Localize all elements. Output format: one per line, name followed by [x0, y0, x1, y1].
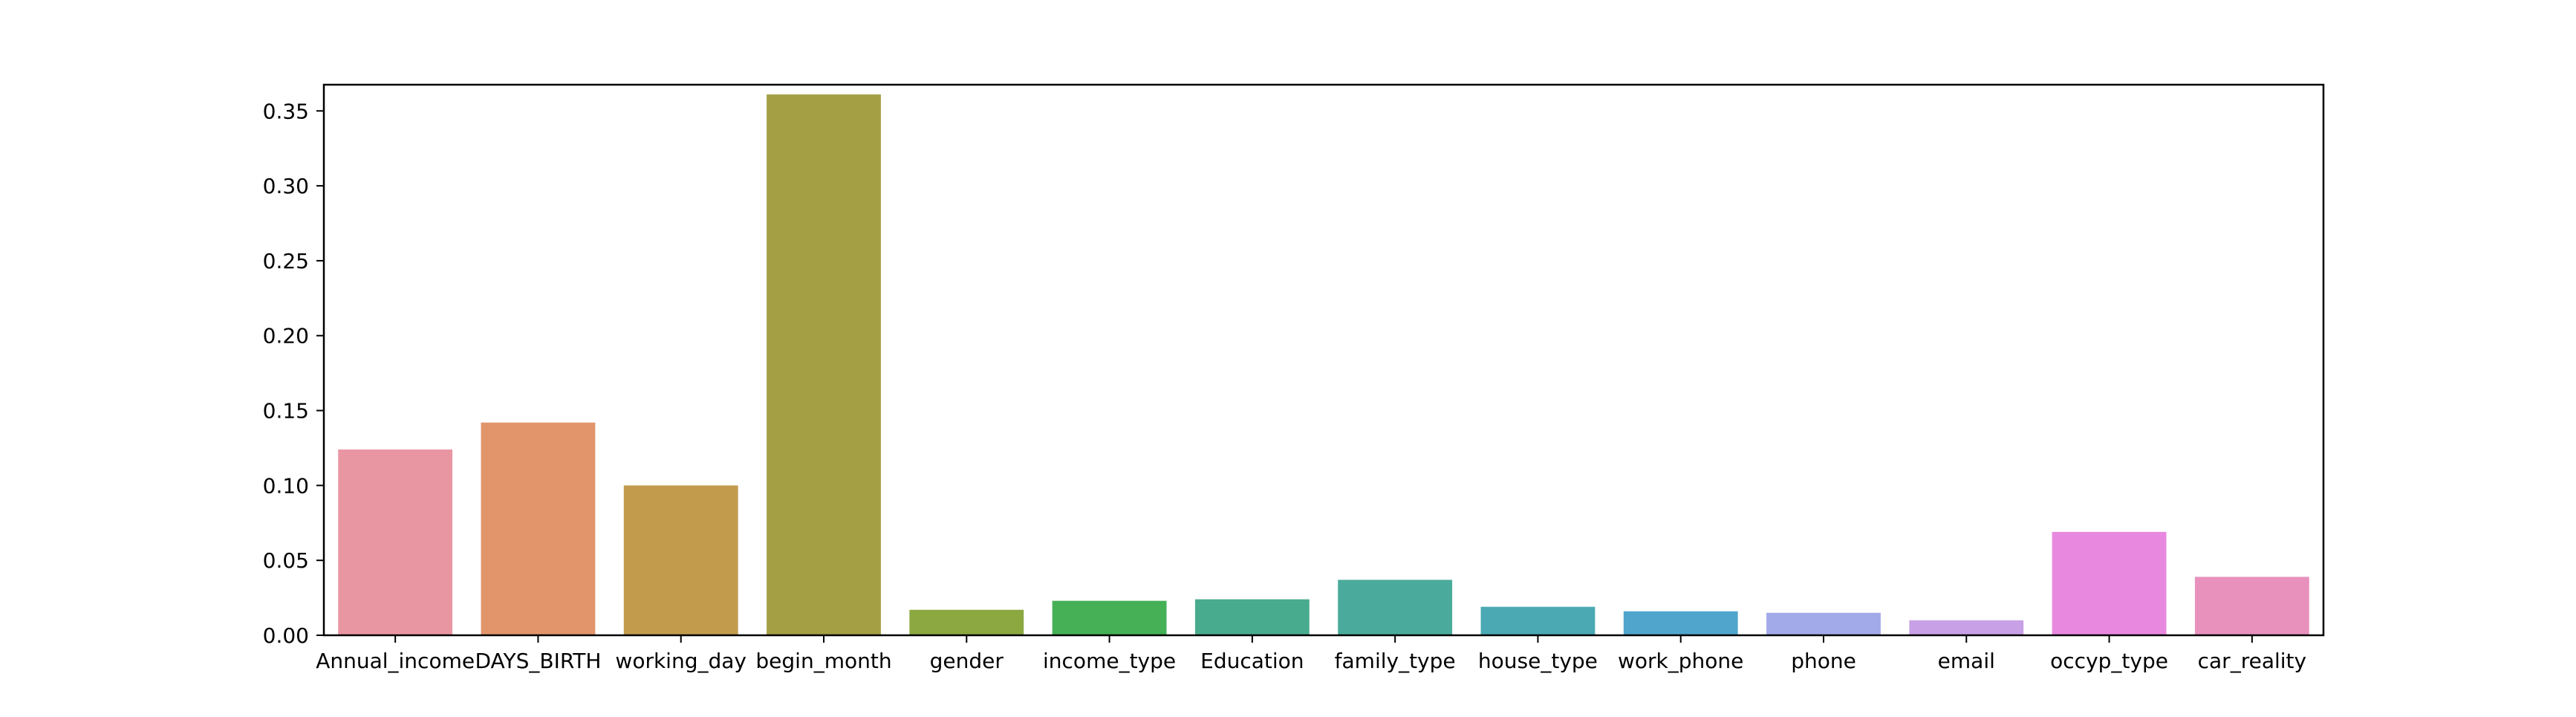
y-tick-label: 0.05 [263, 548, 309, 573]
y-tick-label: 0.25 [263, 249, 309, 273]
x-tick-label: Education [1200, 649, 1304, 673]
x-tick-label: DAYS_BIRTH [475, 649, 601, 673]
y-tick-label: 0.10 [263, 473, 309, 498]
x-tick-label: email [1938, 649, 1995, 673]
bars-layer [338, 94, 2309, 635]
bar-house_type [1480, 606, 1596, 635]
y-tick-label: 0.30 [263, 174, 309, 198]
x-tick-label: family_type [1335, 649, 1456, 673]
plot-frame [322, 83, 2325, 637]
x-tick-label: house_type [1478, 649, 1598, 673]
bar-Annual_income [338, 449, 453, 635]
y-tick-label: 0.15 [263, 399, 309, 424]
bar-gender [909, 609, 1024, 635]
bar-occyp_type [2052, 531, 2167, 635]
bar-family_type [1338, 580, 1453, 635]
x-tick-label: gender [930, 649, 1004, 673]
x-tick-label: Annual_income [316, 649, 475, 673]
bar-email [1909, 620, 2024, 635]
bar-begin_month [767, 94, 881, 635]
x-tick-label: car_reality [2198, 649, 2306, 673]
x-tick-label: occyp_type [2050, 649, 2168, 673]
bar-working_day [623, 485, 738, 635]
bar-Education [1194, 599, 1310, 635]
x-axis: Annual_income DAYS_BIRTH working_day begin_… [316, 635, 2306, 673]
x-tick-label: work_phone [1618, 649, 1743, 673]
bar-phone [1766, 612, 1881, 635]
x-tick-label: phone [1791, 649, 1856, 673]
x-tick-label: income_type [1043, 649, 1176, 673]
y-tick-label: 0.20 [263, 324, 309, 348]
x-tick-label: begin_month [755, 649, 891, 673]
x-tick-label: working_day [615, 649, 747, 673]
y-tick-label: 0.00 [263, 623, 309, 648]
bar-work_phone [1623, 611, 1738, 635]
y-tick-label: 0.35 [263, 99, 309, 123]
bar-car_reality [2194, 577, 2309, 635]
y-axis: 0.00 0.05 0.10 0.15 0.20 0.25 0.30 0.35 [263, 99, 324, 648]
bar-DAYS_BIRTH [481, 422, 596, 635]
bar-income_type [1052, 600, 1167, 635]
